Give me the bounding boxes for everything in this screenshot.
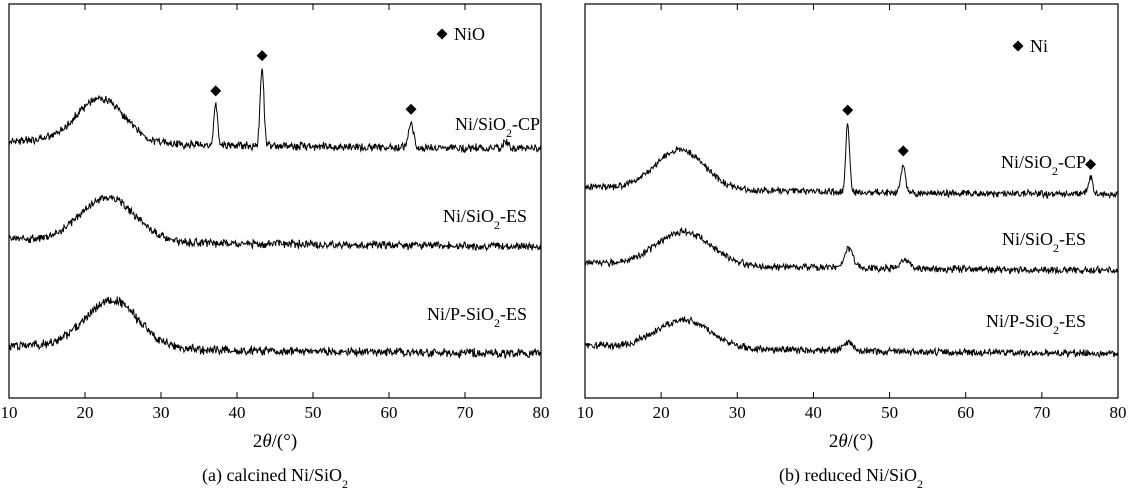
- x-tick-label: 20: [653, 403, 670, 422]
- x-tick-label: 50: [305, 403, 322, 422]
- traces: [8, 68, 542, 359]
- peak-marker: [897, 145, 909, 157]
- trace-ni-p-sio2-es: [584, 315, 1119, 359]
- peak-marker: [210, 85, 222, 97]
- trace-ni-sio2-cp: [584, 122, 1119, 200]
- series-label: Ni/P-SiO2-ES: [986, 311, 1086, 337]
- legend-marker: [1012, 40, 1024, 52]
- legend-label: Ni: [1030, 36, 1048, 56]
- panel-a-calcined: Ni/SiO2-CP Ni/SiO2-ES Ni/P-SiO2-ES 10 20 30 4…: [1, 3, 550, 491]
- x-tick-label: 60: [957, 403, 974, 422]
- trace-ni-p-sio2-es: [8, 296, 542, 359]
- legend-marker: [436, 28, 448, 40]
- x-tick-label: 10: [1, 403, 18, 422]
- trace-ni-sio2-cp: [8, 68, 542, 154]
- x-tick-label: 70: [457, 403, 474, 422]
- peak-marker: [1085, 158, 1097, 170]
- x-axis-title: 2θ/(°): [253, 431, 297, 452]
- x-tick-label: 80: [1110, 403, 1127, 422]
- trace-ni-sio2-es: [8, 194, 542, 252]
- legend-label: NiO: [454, 24, 485, 44]
- x-tick-label: 80: [533, 403, 550, 422]
- series-label: Ni/SiO2-ES: [443, 206, 527, 232]
- peak-marker: [256, 50, 268, 62]
- x-tick-label: 50: [881, 403, 898, 422]
- x-axis-title: 2θ/(°): [829, 431, 873, 452]
- series-label: Ni/P-SiO2-ES: [427, 304, 527, 330]
- series-label: Ni/SiO2-CP: [455, 114, 540, 140]
- x-tick-label: 70: [1033, 403, 1050, 422]
- peak-marker: [842, 104, 854, 116]
- plot-frame: [8, 3, 542, 399]
- series-labels: Ni/SiO2-CP Ni/SiO2-ES Ni/P-SiO2-ES: [427, 114, 540, 330]
- x-tick-label: 40: [229, 403, 246, 422]
- trace-ni-sio2-es: [584, 227, 1119, 275]
- series-labels: Ni/SiO2-CP Ni/SiO2-ES Ni/P-SiO2-ES: [986, 152, 1086, 337]
- traces: [584, 122, 1119, 359]
- series-label: Ni/SiO2-CP: [1001, 152, 1086, 178]
- x-axis-ticks: 10 20 30 40 50 60 70 80: [1, 4, 550, 422]
- x-axis-ticks: 10 20 30 40 50 60 70 80: [577, 4, 1127, 422]
- legend: NiO: [436, 24, 485, 44]
- x-tick-label: 10: [577, 403, 594, 422]
- legend: Ni: [1012, 36, 1048, 56]
- peak-marker: [405, 103, 417, 115]
- x-tick-label: 30: [729, 403, 746, 422]
- x-tick-label: 20: [77, 403, 94, 422]
- x-tick-label: 40: [805, 403, 822, 422]
- x-tick-label: 60: [381, 403, 398, 422]
- peak-markers: [842, 104, 1097, 170]
- series-label: Ni/SiO2-ES: [1002, 229, 1086, 255]
- x-tick-label: 30: [153, 403, 170, 422]
- peak-markers: [210, 50, 417, 115]
- panel-caption: (a) calcined Ni/SiO2: [202, 465, 348, 491]
- plot-frame: [584, 3, 1119, 399]
- panel-caption: (b) reduced Ni/SiO2: [779, 465, 923, 491]
- panel-b-reduced: Ni/SiO2-CP Ni/SiO2-ES Ni/P-SiO2-ES 10 20 30 4…: [577, 3, 1127, 491]
